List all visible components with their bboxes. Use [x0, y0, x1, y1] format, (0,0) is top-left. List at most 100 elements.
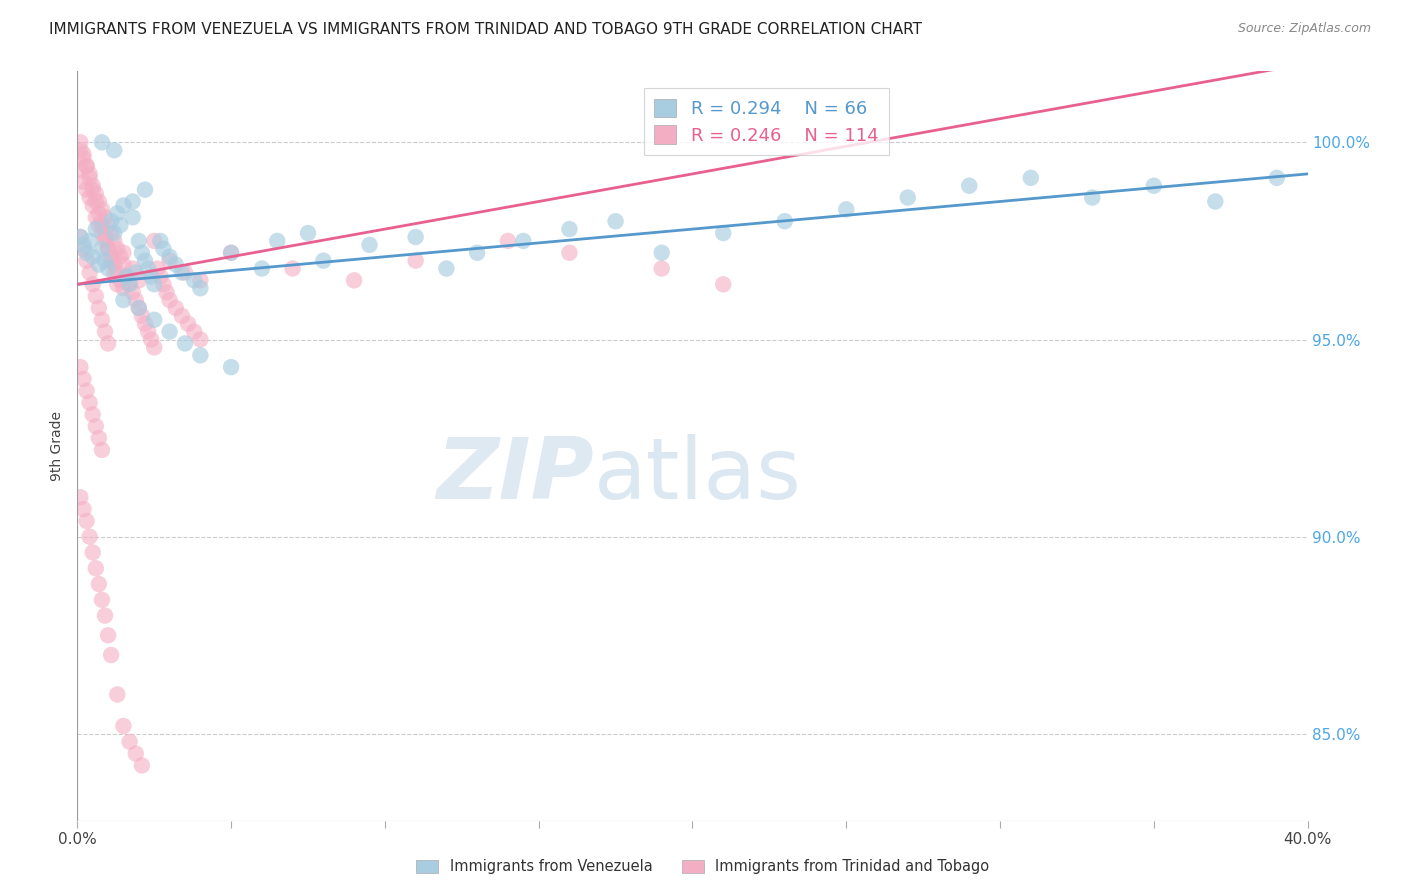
- Point: [87, 431, 110, 445]
- Point: [79, 395, 101, 409]
- Point: [76, 159, 98, 173]
- Point: [149, 269, 172, 284]
- Point: [90, 313, 114, 327]
- Point: [112, 198, 135, 212]
- Point: [103, 265, 125, 279]
- Point: [115, 269, 138, 284]
- Point: [84, 419, 107, 434]
- Point: [136, 261, 159, 276]
- Point: [496, 234, 519, 248]
- Point: [146, 261, 169, 276]
- Point: [79, 530, 101, 544]
- Point: [143, 277, 166, 292]
- Point: [94, 230, 117, 244]
- Point: [118, 735, 141, 749]
- Point: [143, 340, 166, 354]
- Point: [87, 206, 110, 220]
- Point: [149, 234, 172, 248]
- Point: [84, 222, 107, 236]
- Point: [121, 261, 143, 276]
- Point: [82, 250, 104, 264]
- Point: [134, 183, 156, 197]
- Point: [121, 194, 143, 209]
- Point: [84, 289, 107, 303]
- Point: [1081, 190, 1104, 204]
- Point: [94, 253, 117, 268]
- Point: [72, 238, 94, 252]
- Point: [90, 242, 114, 256]
- Point: [436, 261, 458, 276]
- Point: [79, 190, 101, 204]
- Point: [115, 269, 138, 284]
- Point: [128, 234, 150, 248]
- Point: [219, 245, 242, 260]
- Point: [76, 253, 98, 268]
- Point: [131, 245, 153, 260]
- Point: [174, 265, 197, 279]
- Point: [112, 719, 135, 733]
- Point: [1265, 170, 1288, 185]
- Point: [69, 230, 91, 244]
- Point: [174, 336, 197, 351]
- Point: [141, 333, 163, 347]
- Point: [84, 211, 107, 225]
- Point: [105, 688, 128, 702]
- Point: [118, 277, 141, 292]
- Point: [90, 592, 114, 607]
- Point: [79, 265, 101, 279]
- Point: [90, 218, 114, 232]
- Point: [165, 301, 187, 315]
- Point: [103, 258, 125, 272]
- Point: [90, 226, 114, 240]
- Point: [558, 222, 581, 236]
- Point: [711, 277, 734, 292]
- Point: [82, 183, 104, 197]
- Point: [110, 250, 132, 264]
- Point: [100, 250, 122, 264]
- Point: [405, 253, 427, 268]
- Point: [651, 245, 673, 260]
- Point: [69, 230, 91, 244]
- Point: [1204, 194, 1226, 209]
- Point: [72, 242, 94, 256]
- Point: [76, 514, 98, 528]
- Legend: R = 0.294    N = 66, R = 0.246    N = 114: R = 0.294 N = 66, R = 0.246 N = 114: [644, 88, 889, 155]
- Point: [155, 285, 177, 300]
- Point: [141, 269, 163, 284]
- Point: [188, 333, 212, 347]
- Point: [84, 194, 107, 209]
- Point: [90, 442, 114, 457]
- Point: [72, 372, 94, 386]
- Point: [1019, 170, 1042, 185]
- Point: [128, 273, 150, 287]
- Point: [711, 226, 734, 240]
- Point: [128, 301, 150, 315]
- Point: [281, 261, 304, 276]
- Point: [112, 258, 135, 272]
- Point: [219, 360, 242, 375]
- Point: [136, 325, 159, 339]
- Point: [87, 194, 110, 209]
- Point: [97, 336, 120, 351]
- Y-axis label: 9th Grade: 9th Grade: [51, 411, 65, 481]
- Point: [957, 178, 980, 193]
- Point: [125, 747, 148, 761]
- Point: [105, 242, 128, 256]
- Point: [94, 211, 117, 225]
- Point: [297, 226, 319, 240]
- Point: [558, 245, 581, 260]
- Point: [105, 265, 128, 279]
- Point: [312, 253, 335, 268]
- Point: [118, 277, 141, 292]
- Point: [131, 758, 153, 772]
- Point: [128, 301, 150, 315]
- Point: [105, 277, 128, 292]
- Point: [131, 309, 153, 323]
- Point: [100, 226, 122, 240]
- Legend: Immigrants from Venezuela, Immigrants from Trinidad and Tobago: Immigrants from Venezuela, Immigrants fr…: [411, 854, 995, 880]
- Point: [188, 348, 212, 362]
- Point: [97, 218, 120, 232]
- Point: [100, 648, 122, 662]
- Point: [97, 261, 120, 276]
- Point: [121, 285, 143, 300]
